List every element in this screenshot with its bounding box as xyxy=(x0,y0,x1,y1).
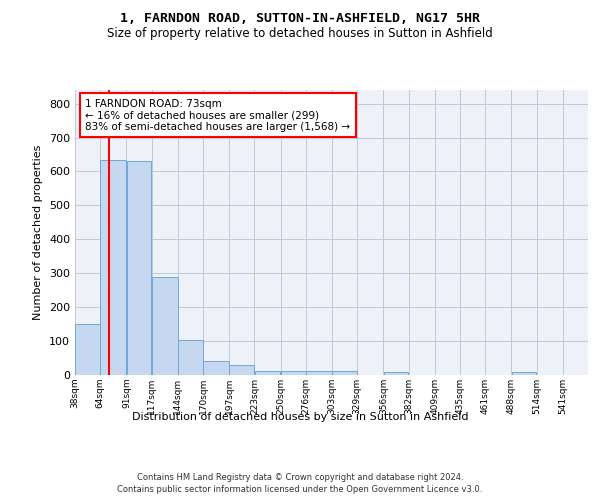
Bar xyxy=(127,161,151,375)
Y-axis label: Number of detached properties: Number of detached properties xyxy=(34,145,43,320)
Text: Contains public sector information licensed under the Open Government Licence v3: Contains public sector information licen… xyxy=(118,485,482,494)
Bar xyxy=(75,324,100,375)
Text: 1, FARNDON ROAD, SUTTON-IN-ASHFIELD, NG17 5HR: 1, FARNDON ROAD, SUTTON-IN-ASHFIELD, NG1… xyxy=(120,12,480,26)
Bar xyxy=(306,372,332,375)
Bar xyxy=(100,160,126,375)
Bar xyxy=(512,372,536,375)
Text: Size of property relative to detached houses in Sutton in Ashfield: Size of property relative to detached ho… xyxy=(107,28,493,40)
Bar xyxy=(332,372,357,375)
Text: Distribution of detached houses by size in Sutton in Ashfield: Distribution of detached houses by size … xyxy=(132,412,468,422)
Bar xyxy=(152,276,178,375)
Bar xyxy=(178,340,203,375)
Bar xyxy=(203,361,229,375)
Bar xyxy=(229,365,254,375)
Text: Contains HM Land Registry data © Crown copyright and database right 2024.: Contains HM Land Registry data © Crown c… xyxy=(137,472,463,482)
Text: 1 FARNDON ROAD: 73sqm
← 16% of detached houses are smaller (299)
83% of semi-det: 1 FARNDON ROAD: 73sqm ← 16% of detached … xyxy=(85,98,350,132)
Bar xyxy=(383,372,409,375)
Bar xyxy=(281,370,305,375)
Bar xyxy=(254,371,280,375)
